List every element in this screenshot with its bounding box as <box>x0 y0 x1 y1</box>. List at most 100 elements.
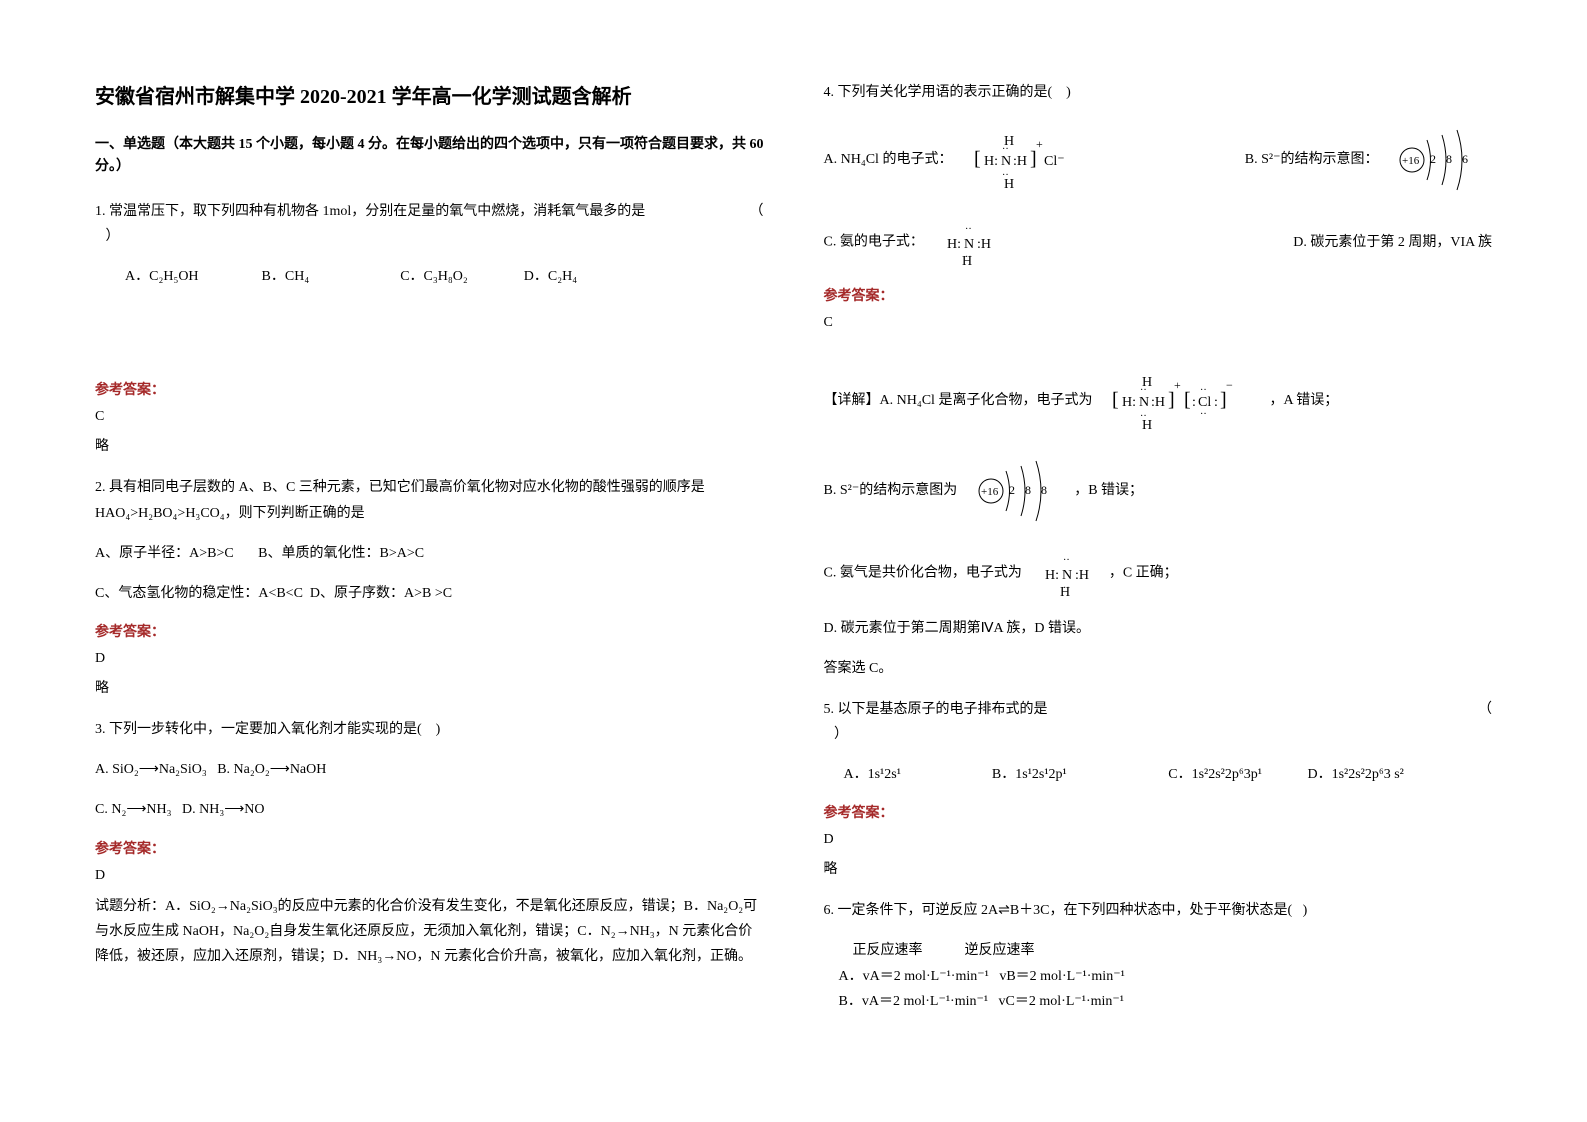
q5-opt-b: B．1s¹2s¹2p¹ <box>992 767 1067 782</box>
svg-text:··: ·· <box>1200 409 1207 420</box>
svg-text:−: − <box>1226 378 1233 392</box>
q4-expl-c-prefix: C. 氨气是共价化合物，电子式为 <box>824 566 1022 581</box>
svg-text:2: 2 <box>1009 483 1015 497</box>
q4-text: 4. 下列有关化学用语的表示正确的是( ) <box>824 80 1493 105</box>
q4-options-row2: C. 氨的电子式： H: ·· N ·· H :H D. 碳元素位于第 2 周期… <box>824 215 1493 270</box>
svg-text:N: N <box>1062 568 1072 583</box>
q4-answer-label: 参考答案： <box>824 285 1493 305</box>
q3-explanation: 试题分析：A．SiO₂→Na₂SiO₃的反应中元素的化合价没有发生变化，不是氧化… <box>95 894 764 970</box>
q4-expl-a-prefix: 【详解】A. NH₄Cl 是离子化合物，电子式为 <box>824 393 1093 408</box>
q1-answer-label: 参考答案： <box>95 379 764 399</box>
svg-text::H: :H <box>1013 154 1027 169</box>
page-title: 安徽省宿州市解集中学 2020-2021 学年高一化学测试题含解析 <box>95 80 764 109</box>
q5-opt-c: C．1s²2s²2p⁶3p¹ <box>1168 767 1262 782</box>
svg-text:8: 8 <box>1025 483 1031 497</box>
svg-text:8: 8 <box>1446 152 1452 166</box>
q4-expl-b-prefix: B. S²⁻的结构示意图为 <box>824 483 958 498</box>
svg-text:[: [ <box>1184 389 1191 411</box>
svg-text:+: + <box>1174 378 1181 392</box>
left-column: 安徽省宿州市解集中学 2020-2021 学年高一化学测试题含解析 一、单选题（… <box>95 80 764 1014</box>
svg-text:··: ·· <box>1063 555 1070 566</box>
q4-expl-a-suffix: ，A 错误； <box>1269 393 1338 408</box>
q4-expl-b: B. S²⁻的结构示意图为 +16 2 8 8 ，B 错误； <box>824 451 1493 531</box>
q2-line2: C、气态氢化物的稳定性：A<B<C D、原子序数：A>B >C <box>95 581 764 606</box>
svg-text:H: H <box>1060 585 1070 596</box>
svg-text::H: :H <box>1151 395 1165 410</box>
svg-text:[: [ <box>974 148 981 170</box>
svg-text::H: :H <box>977 237 991 252</box>
q4-opt-b-prefix: B. S²⁻的结构示意图： <box>1245 152 1379 167</box>
svg-text:+16: +16 <box>981 486 999 498</box>
q5-options: A．1s¹2s¹ B．1s¹2s¹2p¹ C．1s²2s²2p⁶3p¹ D．1s… <box>824 762 1493 787</box>
svg-text:H: H <box>962 254 972 265</box>
q2-line1: A、原子半径：A>B>C B、单质的氧化性：B>A>C <box>95 541 764 566</box>
nh4cl-formula-icon: [ H: H ·· N ·· H :H ] + Cl⁻ <box>966 130 1076 190</box>
q5-text: 5. 以下是基态原子的电子排布式的是 （ ） <box>824 697 1493 747</box>
s2minus-correct-icon: +16 2 8 8 <box>971 456 1061 526</box>
q4-expl-b-suffix: ，B 错误； <box>1074 483 1143 498</box>
svg-text:+16: +16 <box>1402 155 1420 167</box>
svg-text:··: ·· <box>965 224 972 235</box>
svg-text::H: :H <box>1075 568 1089 583</box>
q3-line2: C. N₂⟶NH₃ D. NH₃⟶NO <box>95 797 764 822</box>
q1-brief: 略 <box>95 435 764 455</box>
nh3-formula-icon: H: ·· N ·· H :H <box>937 220 997 265</box>
q5-stem: 5. 以下是基态原子的电子排布式的是 <box>824 702 1048 717</box>
q6-opt-b: B．vA＝2 mol·L⁻¹·min⁻¹ vC＝2 mol·L⁻¹·min⁻¹ <box>824 989 1493 1014</box>
svg-text:N: N <box>1001 154 1011 169</box>
q5-answer-label: 参考答案： <box>824 802 1493 822</box>
q4-expl-final: 答案选 C。 <box>824 656 1493 681</box>
svg-text:H:: H: <box>1122 395 1136 410</box>
q1-options: A．C₂H₅OH B．CH₄ C．C₃H₈O₂ D．C₂H₄ <box>95 264 764 289</box>
q5-brief: 略 <box>824 858 1493 878</box>
q2-brief: 略 <box>95 677 764 697</box>
svg-text:H:: H: <box>1045 568 1059 583</box>
q4-expl-c-suffix: ，C 正确； <box>1109 566 1178 581</box>
q1-text: 1. 常温常压下，取下列四种有机物各 1mol，分别在足量的氧气中燃烧，消耗氧气… <box>95 199 764 249</box>
q3-answer: D <box>95 868 764 884</box>
q6-text: 6. 一定条件下，可逆反应 2A⇌B＋3C，在下列四种状态中，处于平衡状态是( … <box>824 898 1493 923</box>
q3-answer-label: 参考答案： <box>95 838 764 858</box>
q1-opt-a: A．C₂H₅OH <box>125 269 199 284</box>
q4-opt-d: D. 碳元素位于第 2 周期，VIA 族 <box>1293 230 1492 255</box>
q3-text: 3. 下列一步转化中，一定要加入氧化剂才能实现的是( ) <box>95 717 764 742</box>
nh3-correct-formula-icon: H: ·· N ·· H :H <box>1035 551 1095 596</box>
svg-text:]: ] <box>1030 148 1037 170</box>
svg-text:N: N <box>1139 395 1149 410</box>
section-header: 一、单选题（本大题共 15 个小题，每小题 4 分。在每小题给出的四个选项中，只… <box>95 134 764 179</box>
svg-text::: : <box>1192 395 1196 410</box>
right-column: 4. 下列有关化学用语的表示正确的是( ) A. NH₄Cl 的电子式： [ H… <box>824 80 1493 1014</box>
q6-header: 正反应速率 逆反应速率 <box>824 938 1493 963</box>
q2-answer-label: 参考答案： <box>95 621 764 641</box>
q3-line1: A. SiO₂⟶Na₂SiO₃ B. Na₂O₂⟶NaOH <box>95 757 764 782</box>
svg-text:6: 6 <box>1462 152 1468 166</box>
svg-text:]: ] <box>1168 389 1175 411</box>
q5-opt-a: A．1s¹2s¹ <box>844 767 901 782</box>
svg-text:[: [ <box>1112 389 1119 411</box>
svg-text:8: 8 <box>1041 483 1047 497</box>
q4-expl-d: D. 碳元素位于第二周期第ⅣA 族，D 错误。 <box>824 616 1493 641</box>
q1-opt-d: D．C₂H₄ <box>524 269 577 284</box>
q6-opt-a: A．vA＝2 mol·L⁻¹·min⁻¹ vB＝2 mol·L⁻¹·min⁻¹ <box>824 964 1493 989</box>
svg-text::: : <box>1214 395 1218 410</box>
q5-answer: D <box>824 832 1493 848</box>
svg-text:+: + <box>1036 137 1043 151</box>
s2minus-structure-icon: +16 2 8 6 <box>1392 125 1482 195</box>
svg-text:Cl: Cl <box>1198 395 1211 410</box>
svg-text:N: N <box>964 237 974 252</box>
q5-opt-d: D．1s²2s²2p⁶3 s² <box>1307 767 1403 782</box>
svg-text:Cl⁻: Cl⁻ <box>1044 154 1065 169</box>
q1-answer: C <box>95 409 764 425</box>
q1-opt-c: C．C₃H₈O₂ <box>400 269 468 284</box>
q4-opt-c-prefix: C. 氨的电子式： <box>824 235 924 250</box>
q4-options-row1: A. NH₄Cl 的电子式： [ H: H ·· N ·· H :H ] + C… <box>824 120 1493 200</box>
svg-text:H:: H: <box>984 154 998 169</box>
q2-text: 2. 具有相同电子层数的 A、B、C 三种元素，已知它们最高价氧化物对应水化物的… <box>95 475 764 525</box>
q4-answer: C <box>824 315 1493 331</box>
svg-text:2: 2 <box>1430 152 1436 166</box>
svg-text:H: H <box>1004 177 1014 190</box>
q4-expl-a: 【详解】A. NH₄Cl 是离子化合物，电子式为 [ H: H ·· N ·· … <box>824 366 1493 436</box>
q2-answer: D <box>95 651 764 667</box>
q4-expl-c: C. 氨气是共价化合物，电子式为 H: ·· N ·· H :H ，C 正确； <box>824 546 1493 601</box>
q4-opt-a-prefix: A. NH₄Cl 的电子式： <box>824 152 953 167</box>
